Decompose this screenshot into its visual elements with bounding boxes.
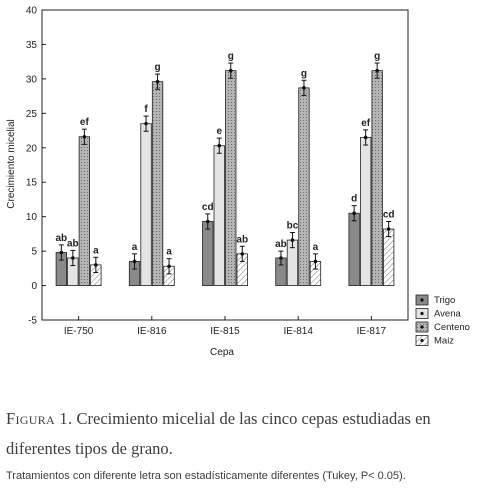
significance-label: ab: [275, 239, 287, 250]
figure-note: Tratamientos con diferente letra son est…: [6, 470, 406, 482]
mean-marker: [217, 143, 222, 148]
figure-label: Figura 1.: [6, 409, 73, 428]
y-tick-label: 20: [26, 143, 38, 154]
mean-marker: [313, 259, 318, 264]
bar: [298, 87, 310, 286]
mean-marker: [144, 121, 148, 126]
significance-label: ef: [361, 118, 371, 129]
y-tick-label: -5: [28, 316, 37, 327]
significance-label: g: [228, 51, 234, 62]
legend-label: Maiz: [434, 336, 454, 347]
mean-marker: [228, 68, 233, 73]
mean-marker: [302, 86, 306, 90]
bar: [213, 145, 225, 286]
bar: [225, 70, 237, 286]
significance-label: a: [313, 242, 319, 253]
significance-label: a: [93, 245, 99, 256]
legend-label: Trigo: [434, 295, 455, 306]
significance-label: e: [216, 126, 222, 137]
mean-marker: [375, 68, 379, 73]
y-tick-label: 25: [26, 109, 38, 120]
significance-label: f: [144, 104, 148, 115]
mean-marker: [59, 250, 64, 255]
significance-label: g: [301, 68, 307, 79]
mean-marker: [352, 211, 356, 216]
y-tick-label: 10: [26, 212, 38, 223]
significance-label: cd: [383, 209, 395, 220]
y-axis: -5 0 5 10 15 20 25 30 35 40: [26, 6, 46, 327]
mean-marker: [155, 79, 160, 84]
bar: [371, 70, 383, 286]
bar: [151, 81, 164, 286]
significance-label: g: [374, 51, 380, 62]
legend: Trigo Avena Centeno Maiz: [413, 292, 483, 348]
legend-label: Centeno: [434, 322, 470, 333]
y-tick-label: 0: [31, 281, 37, 292]
mean-marker: [290, 238, 295, 242]
y-tick-label: 35: [26, 40, 38, 51]
x-tick-label: IE-816: [137, 326, 167, 337]
y-tick-label: 15: [26, 178, 38, 189]
bar: [348, 212, 360, 286]
x-axis: IE-750 IE-816 IE-815 IE-814 IE-817: [64, 316, 387, 337]
mean-marker: [240, 252, 245, 256]
bar: [359, 137, 372, 286]
mean-marker: [363, 135, 368, 140]
bar: [382, 228, 395, 286]
legend-marker: [420, 298, 424, 302]
y-tick-label: 30: [26, 74, 38, 85]
mean-marker: [167, 264, 171, 269]
significance-label: a: [166, 247, 172, 258]
significance-label: g: [154, 62, 160, 73]
x-tick-label: IE-750: [64, 326, 94, 337]
legend-marker: [420, 311, 424, 316]
bar: [78, 136, 90, 286]
mean-marker: [386, 227, 391, 231]
significance-label: bc: [287, 221, 299, 232]
mean-marker: [132, 259, 137, 264]
x-axis-title: Cepa: [210, 347, 234, 358]
y-tick-label: 40: [26, 6, 38, 17]
significance-label: ef: [80, 117, 90, 128]
x-tick-label: IE-817: [357, 326, 387, 337]
legend-marker: [420, 338, 424, 343]
legend-marker: [420, 325, 424, 329]
significance-label: ab: [67, 238, 79, 249]
bar: [140, 123, 152, 286]
bar: [202, 221, 214, 286]
mean-marker: [82, 134, 87, 139]
significance-label: a: [132, 242, 138, 253]
mean-marker: [279, 256, 283, 260]
x-tick-label: IE-814: [283, 326, 313, 337]
figure-title: Crecimiento micelial de las cinco cepas …: [6, 409, 431, 458]
significance-label: cd: [202, 202, 214, 213]
significance-label: ab: [236, 234, 248, 245]
mean-marker: [71, 256, 75, 260]
significance-label: ab: [56, 233, 68, 244]
significance-label: d: [351, 194, 357, 205]
y-axis-title: Crecimiento micelial: [6, 119, 17, 208]
mean-marker: [205, 219, 210, 224]
figure-caption: Figura 1. Crecimiento micelial de las ci…: [6, 404, 484, 464]
legend-label: Avena: [434, 309, 461, 320]
x-tick-label: IE-815: [210, 326, 240, 337]
mean-marker: [94, 263, 98, 267]
y-tick-label: 5: [31, 247, 37, 258]
